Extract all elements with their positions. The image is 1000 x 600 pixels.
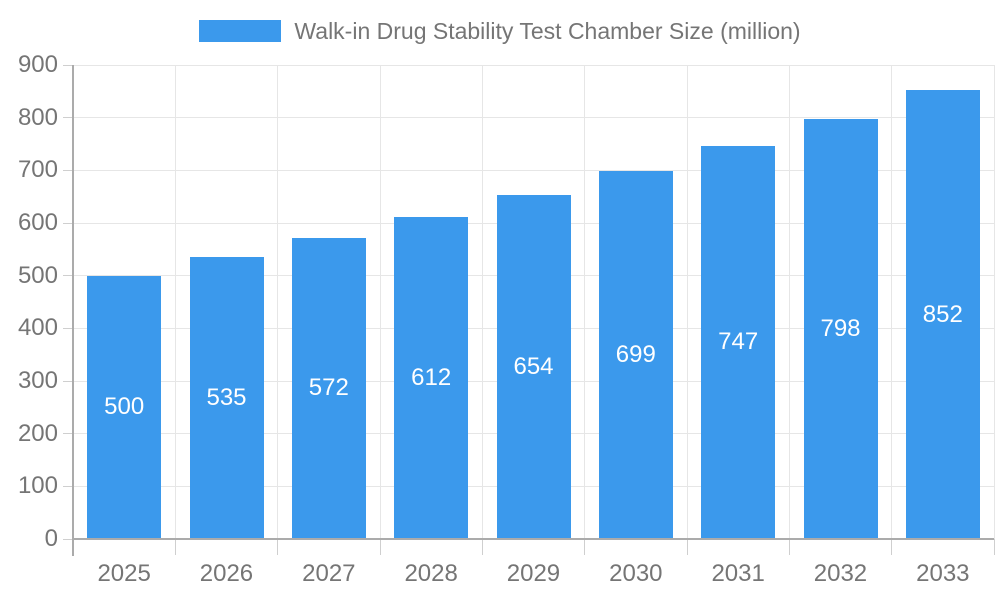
y-axis-line <box>72 65 74 556</box>
gridline-vertical <box>584 65 586 539</box>
legend[interactable]: Walk-in Drug Stability Test Chamber Size… <box>0 18 1000 44</box>
bar-value-label: 852 <box>922 300 963 328</box>
bar-value-label: 612 <box>411 363 452 391</box>
y-axis-tick-label: 100 <box>17 472 58 500</box>
y-tick-mark <box>63 275 73 277</box>
y-axis-tick-label: 900 <box>17 51 58 78</box>
gridline-vertical <box>174 65 176 539</box>
x-axis-tick-label: 2031 <box>711 560 765 587</box>
y-tick-mark <box>63 380 73 382</box>
x-axis-line <box>73 538 994 540</box>
legend-swatch[interactable] <box>199 20 282 42</box>
bar-value-label: 535 <box>206 384 247 412</box>
y-axis-tick-label: 700 <box>17 156 58 184</box>
x-axis-tick-label: 2025 <box>97 560 151 587</box>
x-axis-tick-label: 2032 <box>813 560 868 587</box>
y-axis-tick-label: 400 <box>17 314 58 342</box>
gridline-horizontal <box>73 64 994 66</box>
bar-value-label: 798 <box>820 314 861 342</box>
gridline-vertical <box>481 65 483 539</box>
x-tick-mark <box>277 539 279 555</box>
y-axis-tick-label: 300 <box>17 367 58 394</box>
bar: 747 <box>701 145 776 539</box>
bar-value-label: 747 <box>718 328 759 356</box>
gridline-vertical <box>788 65 790 539</box>
x-tick-mark <box>788 539 790 555</box>
bar-value-label: 572 <box>308 374 349 402</box>
x-tick-mark <box>174 539 176 555</box>
y-tick-mark <box>63 327 73 329</box>
x-tick-mark <box>686 539 688 555</box>
y-axis-tick-label: 500 <box>17 261 58 289</box>
gridline-vertical <box>379 65 381 539</box>
bar-value-label: 500 <box>104 393 145 421</box>
gridline-vertical <box>993 65 995 539</box>
gridline-vertical <box>891 65 893 539</box>
x-axis-tick-label: 2027 <box>302 560 356 587</box>
bar: 535 <box>189 257 264 539</box>
bar: 852 <box>905 90 980 539</box>
gridline-vertical <box>686 65 688 539</box>
bar: 699 <box>598 170 673 539</box>
y-tick-mark <box>63 485 73 487</box>
y-axis-tick-label: 200 <box>17 419 58 447</box>
x-tick-mark <box>481 539 483 555</box>
x-axis-tick-label: 2033 <box>916 560 970 587</box>
bar: 654 <box>496 194 571 539</box>
gridline-vertical <box>277 65 279 539</box>
y-axis-tick-label: 600 <box>17 209 58 236</box>
x-axis-tick-label: 2030 <box>609 560 663 587</box>
legend-label[interactable]: Walk-in Drug Stability Test Chamber Size… <box>294 17 801 44</box>
bar: 798 <box>803 118 878 539</box>
x-tick-mark <box>891 539 893 555</box>
y-axis-tick-label: 800 <box>17 103 58 131</box>
plot-area: 500 535 572 612 654 699 747 798 852 <box>63 64 995 556</box>
bar: 612 <box>394 216 469 539</box>
y-tick-mark <box>63 538 73 540</box>
x-tick-mark <box>379 539 381 555</box>
x-tick-mark <box>584 539 586 555</box>
bar: 572 <box>291 237 366 539</box>
bar: 500 <box>87 275 162 539</box>
x-axis-tick-label: 2028 <box>404 560 458 587</box>
x-axis-tick-label: 2029 <box>506 560 561 587</box>
y-tick-mark <box>63 169 73 171</box>
y-tick-mark <box>63 433 73 435</box>
x-tick-mark <box>993 539 995 555</box>
bar-value-label: 654 <box>513 352 554 380</box>
y-tick-mark <box>63 64 73 66</box>
y-tick-mark <box>63 222 73 224</box>
y-axis-tick-label: 0 <box>44 525 58 552</box>
bars-layer: 500 535 572 612 654 699 747 798 852 <box>73 65 994 539</box>
y-tick-mark <box>63 117 73 119</box>
gridline-horizontal <box>73 117 994 119</box>
gridline-horizontal <box>73 169 994 171</box>
bar-value-label: 699 <box>615 340 656 368</box>
x-axis-tick-label: 2026 <box>199 560 254 587</box>
